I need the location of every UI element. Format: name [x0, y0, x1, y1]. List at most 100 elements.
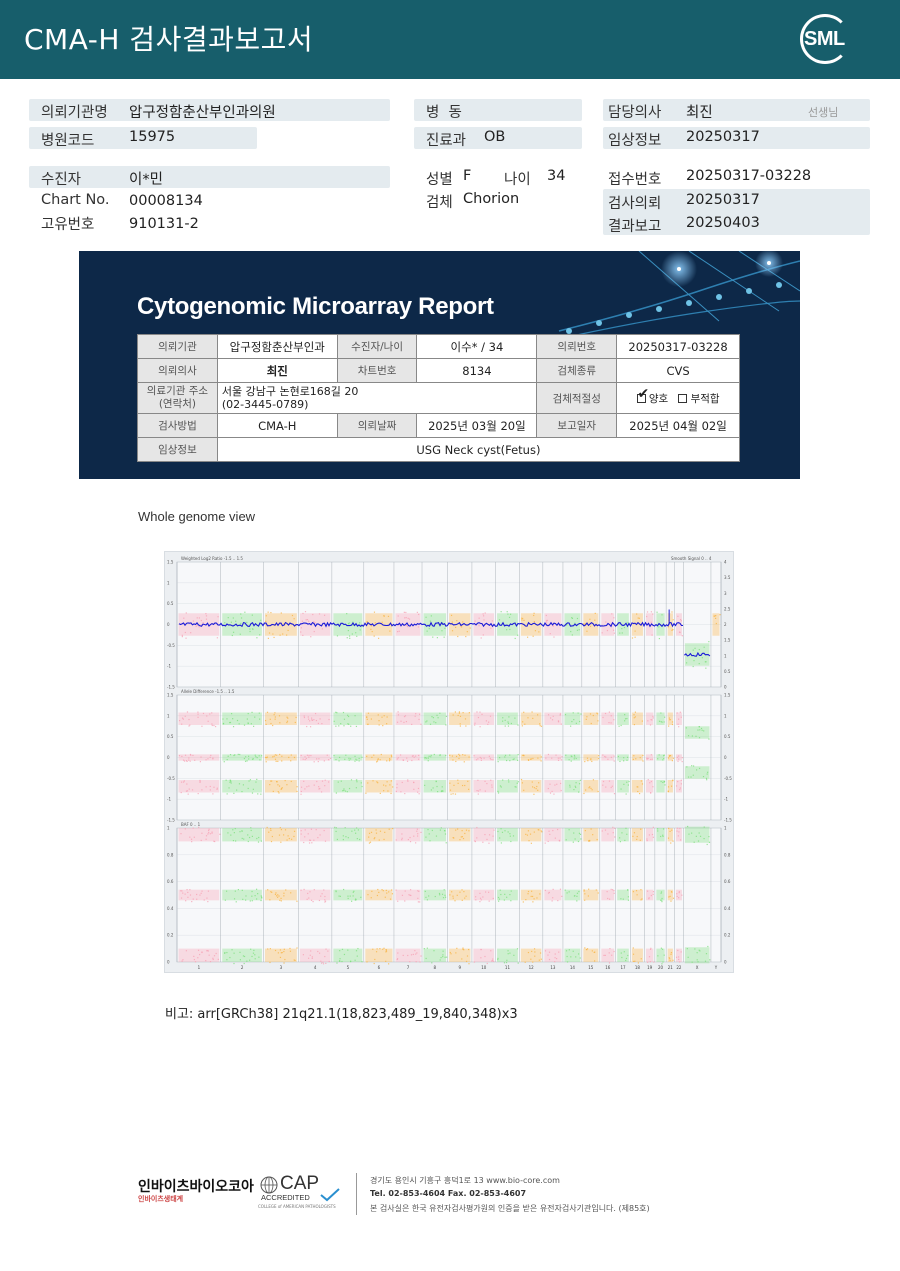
data-point: [587, 895, 589, 897]
data-point: [347, 897, 349, 900]
data-point: [229, 781, 231, 783]
data-point: [199, 780, 201, 782]
data-band: [583, 613, 599, 636]
data-point: [180, 833, 182, 835]
data-band: [299, 828, 331, 842]
data-point: [604, 954, 606, 956]
data-point: [288, 837, 290, 840]
data-point: [527, 890, 530, 893]
data-point: [411, 723, 413, 726]
data-point: [445, 715, 448, 717]
data-point: [497, 957, 499, 960]
data-point: [316, 758, 318, 760]
data-point: [324, 901, 326, 903]
data-point: [612, 826, 614, 828]
data-point: [523, 789, 525, 791]
data-point: [479, 726, 481, 728]
data-point: [465, 725, 467, 727]
data-point: [407, 954, 409, 957]
method-value: CMA-H: [216, 413, 338, 438]
data-point: [295, 716, 297, 719]
data-band: [675, 613, 682, 636]
y-tick-label-right: 1: [724, 826, 727, 831]
data-point: [663, 781, 665, 783]
data-point: [611, 954, 613, 956]
data-point: [304, 611, 307, 613]
data-point: [677, 956, 680, 958]
data-point: [497, 896, 500, 899]
data-point: [668, 717, 671, 719]
y-tick-label: 0.4: [167, 906, 174, 911]
data-point: [530, 895, 532, 898]
data-point: [304, 836, 306, 838]
data-point: [201, 832, 203, 834]
data-point: [381, 621, 383, 623]
data-point: [265, 620, 267, 622]
data-point: [525, 833, 527, 835]
data-point: [578, 629, 580, 631]
data-point: [660, 899, 662, 901]
data-point: [191, 789, 194, 791]
data-point: [385, 950, 388, 952]
data-point: [391, 756, 393, 758]
data-point: [697, 840, 700, 842]
data-point: [180, 791, 182, 794]
data-point: [624, 839, 626, 842]
data-point: [211, 724, 213, 727]
data-point: [559, 714, 561, 716]
data-point: [243, 757, 246, 760]
data-point: [368, 842, 371, 844]
data-point: [280, 788, 282, 790]
data-point: [307, 833, 309, 835]
data-point: [290, 754, 292, 756]
data-band: [222, 828, 262, 842]
data-point: [588, 839, 590, 842]
data-point: [205, 959, 207, 962]
data-point: [227, 832, 229, 834]
ward-label: 병 동: [426, 105, 462, 121]
suit-good-checkbox[interactable]: ✔: [636, 386, 649, 403]
data-point: [586, 630, 588, 632]
suit-bad-checkbox[interactable]: [678, 394, 688, 403]
data-point: [504, 725, 506, 727]
data-point: [531, 950, 533, 953]
data-point: [589, 839, 591, 842]
chrom-label: 7: [407, 965, 410, 970]
data-point: [444, 894, 446, 896]
data-point: [237, 888, 239, 891]
data-point: [695, 735, 697, 737]
data-point: [230, 782, 232, 784]
data-point: [500, 786, 502, 788]
data-point: [648, 898, 650, 900]
data-point: [250, 827, 252, 829]
data-band: [449, 780, 471, 793]
data-point: [425, 721, 427, 723]
data-point: [667, 757, 670, 759]
data-point: [252, 952, 255, 954]
data-point: [652, 836, 654, 838]
data-point: [669, 830, 671, 832]
data-point: [231, 634, 233, 637]
rep-date-label: 보고일자: [536, 413, 618, 438]
data-point: [355, 632, 357, 634]
logo-text: SML: [804, 28, 845, 50]
data-point: [651, 758, 653, 760]
data-point: [552, 829, 554, 832]
data-point: [678, 726, 680, 728]
data-point: [389, 758, 391, 760]
data-point: [584, 947, 586, 949]
data-point: [568, 891, 570, 893]
data-point: [251, 614, 253, 616]
data-point: [270, 840, 273, 843]
data-point: [290, 892, 292, 894]
data-point: [427, 757, 429, 759]
data-point: [635, 758, 637, 760]
data-point: [392, 827, 394, 830]
data-band: [675, 754, 682, 761]
data-point: [492, 958, 494, 960]
data-point: [663, 754, 665, 756]
data-point: [669, 719, 671, 721]
data-point: [509, 613, 512, 615]
data-point: [303, 715, 305, 717]
data-point: [668, 957, 670, 959]
